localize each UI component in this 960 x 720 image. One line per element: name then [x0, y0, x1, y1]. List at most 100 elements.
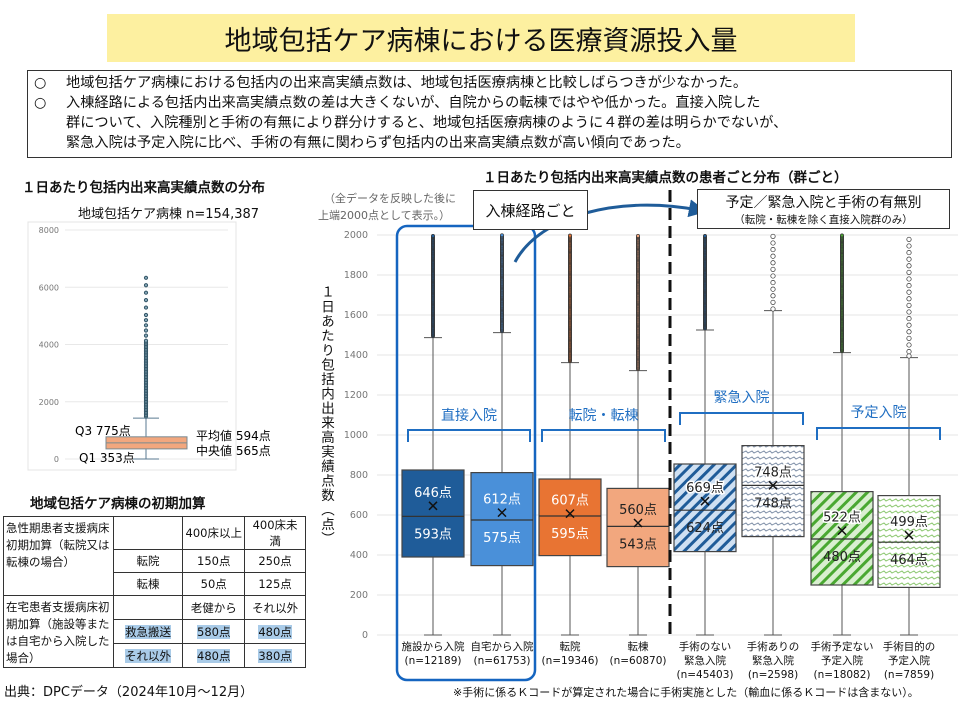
bullet: ○ — [34, 75, 47, 91]
outlier-point — [770, 273, 776, 279]
box-8 — [877, 495, 941, 589]
outlier-point — [906, 302, 912, 308]
outlier-point — [906, 283, 912, 289]
outlier-point — [906, 316, 912, 322]
outlier-point — [143, 328, 149, 333]
category-name: 自宅から入院 — [470, 641, 534, 653]
mean-marker — [904, 530, 914, 540]
outlier-point — [770, 240, 776, 246]
outlier-point — [906, 269, 912, 275]
x-category-label: 転院 (n=19346) — [530, 640, 610, 668]
category-count: (n=2598) — [747, 669, 799, 681]
outlier-point — [568, 233, 572, 238]
category-name: 手術ありの 緊急入院 — [746, 641, 800, 667]
category-count: (n=7859) — [883, 669, 935, 681]
median-value-label: 480点 — [823, 550, 861, 565]
y-tick-label: 2000 — [39, 398, 59, 407]
mean-value-label: 607点 — [551, 494, 589, 509]
category-name: 施設から入院 — [401, 641, 465, 653]
y-tick-label: 8000 — [39, 226, 59, 235]
y-axis-title: １日あたり包括内出来高実績点数（点） — [318, 285, 334, 546]
mean-value-label: 560点 — [619, 503, 657, 518]
q1-label: Q1 353点 — [79, 451, 135, 465]
table-title: 地域包括ケア病棟の初期加算 — [30, 496, 206, 512]
group-label-1: 直接入院 — [441, 407, 497, 424]
median-label: 中央値 565点 — [196, 443, 271, 458]
outlier-point — [770, 286, 776, 292]
left-chart-subtitle: 地域包括ケア病棟 n=154,387 — [78, 207, 260, 222]
y-tick-label: 200 — [350, 590, 368, 601]
page-title: 地域包括ケア病棟における医療資源投入量 — [107, 14, 855, 62]
group2-label: 在宅患者支援病床初期加算（施設等または自宅から入院した場合） — [3, 595, 114, 668]
mean-marker — [837, 526, 847, 536]
group-bracket — [541, 429, 666, 442]
outlier-point — [500, 233, 504, 238]
mean-marker — [565, 509, 575, 519]
summary-line-4: 緊急入院は予定入院に比べ、手術の有無に関わらず包括内の出来高実績点数が高い傾向で… — [66, 135, 690, 151]
median-value-label: 543点 — [619, 537, 657, 552]
outlier-point — [906, 263, 912, 269]
outlier-point — [906, 243, 912, 249]
outlier-point — [636, 233, 640, 238]
category-count: (n=45403) — [676, 669, 734, 681]
outlier-point — [770, 266, 776, 272]
source-note: 出典：DPCデータ（2024年10月～12月） — [4, 685, 254, 700]
mean-label: 平均値 594点 — [196, 428, 271, 443]
outlier-point — [143, 318, 149, 323]
mean-marker — [768, 480, 778, 490]
y-tick-label: 0 — [362, 630, 368, 641]
box-3 — [538, 478, 602, 557]
callout-elective-emergency: 予定／緊急入院と手術の有無別 （転院・転棟を除く直接入院群のみ） — [697, 189, 950, 229]
outlier-point — [770, 280, 776, 286]
outlier-point — [143, 338, 149, 343]
median-value-label: 464点 — [890, 553, 928, 568]
outlier-point — [906, 349, 912, 355]
group1-label: 急性期患者支援病床初期加算（転院又は転棟の場合） — [3, 516, 114, 596]
initial-addition-table: 急性期患者支援病床初期加算（転院又は転棟の場合） 400床以上 400床未満 転… — [3, 516, 306, 668]
category-count: (n=61753) — [473, 655, 531, 667]
y-tick-label: 400 — [350, 550, 368, 561]
summary-line-1: 地域包括ケア病棟における包括内の出来高実績点数は、地域包括医療病棟と比較しばらつ… — [66, 75, 748, 91]
mean-marker — [700, 496, 710, 506]
outlier-point — [770, 299, 776, 305]
outlier-point — [906, 353, 912, 359]
box-2 — [470, 472, 534, 567]
y-tick-label: 1000 — [344, 430, 368, 441]
x-category-label: 手術のない 緊急入院 (n=45403) — [665, 640, 745, 682]
outlier-point — [770, 247, 776, 253]
mean-value-label: 669点 — [686, 481, 724, 496]
summary-box: ○ 地域包括ケア病棟における包括内の出来高実績点数は、地域包括医療病棟と比較しばら… — [27, 70, 952, 158]
route-highlight-frame — [395, 224, 537, 682]
outlier-point — [143, 333, 149, 338]
mean-value-label: 612点 — [483, 493, 521, 508]
outlier-point — [906, 335, 912, 341]
outlier-point — [906, 289, 912, 295]
mean-marker — [428, 501, 438, 511]
median-value-label: 624点 — [686, 521, 724, 536]
y-tick-label: 0 — [54, 455, 59, 464]
header-400-plus: 400床以上 — [182, 516, 246, 550]
y-tick-label: 800 — [350, 470, 368, 481]
x-category-label: 施設から入院 (n=12189) — [393, 640, 473, 668]
outlier-point — [143, 290, 149, 295]
header-400-minus: 400床未満 — [244, 516, 306, 550]
outlier-point — [143, 275, 149, 280]
outlier-point — [143, 312, 149, 318]
y-tick-label: 1800 — [344, 270, 368, 281]
left-chart-title: １日あたり包括内出来高実績点数の分布 — [22, 180, 265, 196]
display-note: （全データを反映した後に 上端2000点として表示。） — [318, 192, 456, 222]
median-value-label: 593点 — [414, 527, 452, 542]
outlier-point — [770, 233, 776, 239]
outlier-point — [906, 256, 912, 262]
mean-marker — [497, 508, 507, 518]
outlier-point — [143, 283, 149, 288]
y-tick-label: 2000 — [344, 230, 368, 241]
left-chart-frame — [27, 221, 237, 471]
mean-value-label: 748点 — [754, 465, 792, 480]
box-4 — [606, 487, 670, 568]
x-category-label: 転棟 (n=60870) — [598, 640, 678, 668]
category-count: (n=19346) — [541, 655, 599, 667]
y-tick-label: 6000 — [39, 283, 59, 292]
outlier-point — [770, 306, 776, 312]
callout-route: 入棟経路ごと — [473, 190, 588, 230]
